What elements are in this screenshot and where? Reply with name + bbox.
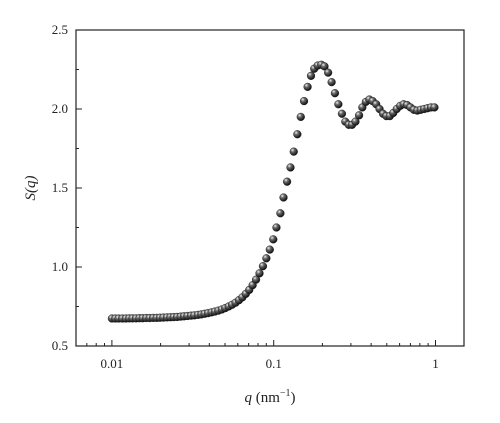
y-axis-label: S(q) — [23, 176, 39, 201]
plot-frame — [75, 29, 465, 347]
y-tick-label: 0.5 — [52, 338, 68, 353]
y-tick-label: 1.0 — [52, 259, 68, 274]
data-point — [276, 209, 285, 218]
data-point — [279, 193, 288, 202]
x-tick-label: 0.1 — [266, 356, 282, 371]
x-axis-unit-close: ) — [291, 390, 296, 406]
data-point — [334, 100, 343, 109]
x-axis-unit: (nm — [252, 390, 280, 406]
data-point — [354, 111, 364, 120]
data-point — [269, 235, 278, 244]
data-point — [286, 163, 295, 172]
data-point — [337, 109, 347, 118]
data-point — [293, 130, 302, 139]
x-axis-unit-exponent: −1 — [280, 388, 291, 399]
data-point — [265, 245, 274, 254]
data-point — [262, 254, 271, 263]
y-tick-label: 2.0 — [52, 101, 68, 116]
axis-ticks: 0.01 0.1 1 0.5 1.0 1.5 2.0 2.5 — [52, 22, 439, 371]
data-point — [303, 82, 312, 91]
data-points — [107, 60, 439, 323]
data-point — [289, 147, 298, 156]
data-point — [272, 223, 281, 232]
y-tick-label: 2.5 — [52, 22, 68, 37]
data-point — [330, 89, 340, 98]
x-tick-label: 0.01 — [101, 356, 124, 371]
data-point — [258, 262, 268, 271]
data-point — [255, 269, 264, 278]
data-point — [351, 117, 360, 126]
x-axis-var: q — [244, 390, 252, 406]
data-point — [251, 275, 261, 284]
data-point — [296, 112, 305, 122]
data-point — [283, 177, 292, 186]
y-tick-label: 1.5 — [52, 180, 68, 195]
data-point — [430, 103, 439, 112]
x-axis-label: q (nm−1) — [244, 388, 295, 406]
data-point — [320, 62, 329, 71]
data-point — [327, 78, 336, 87]
x-tick-label: 1 — [432, 356, 439, 371]
data-point — [324, 68, 333, 77]
data-point — [306, 71, 316, 80]
data-point — [299, 96, 309, 106]
